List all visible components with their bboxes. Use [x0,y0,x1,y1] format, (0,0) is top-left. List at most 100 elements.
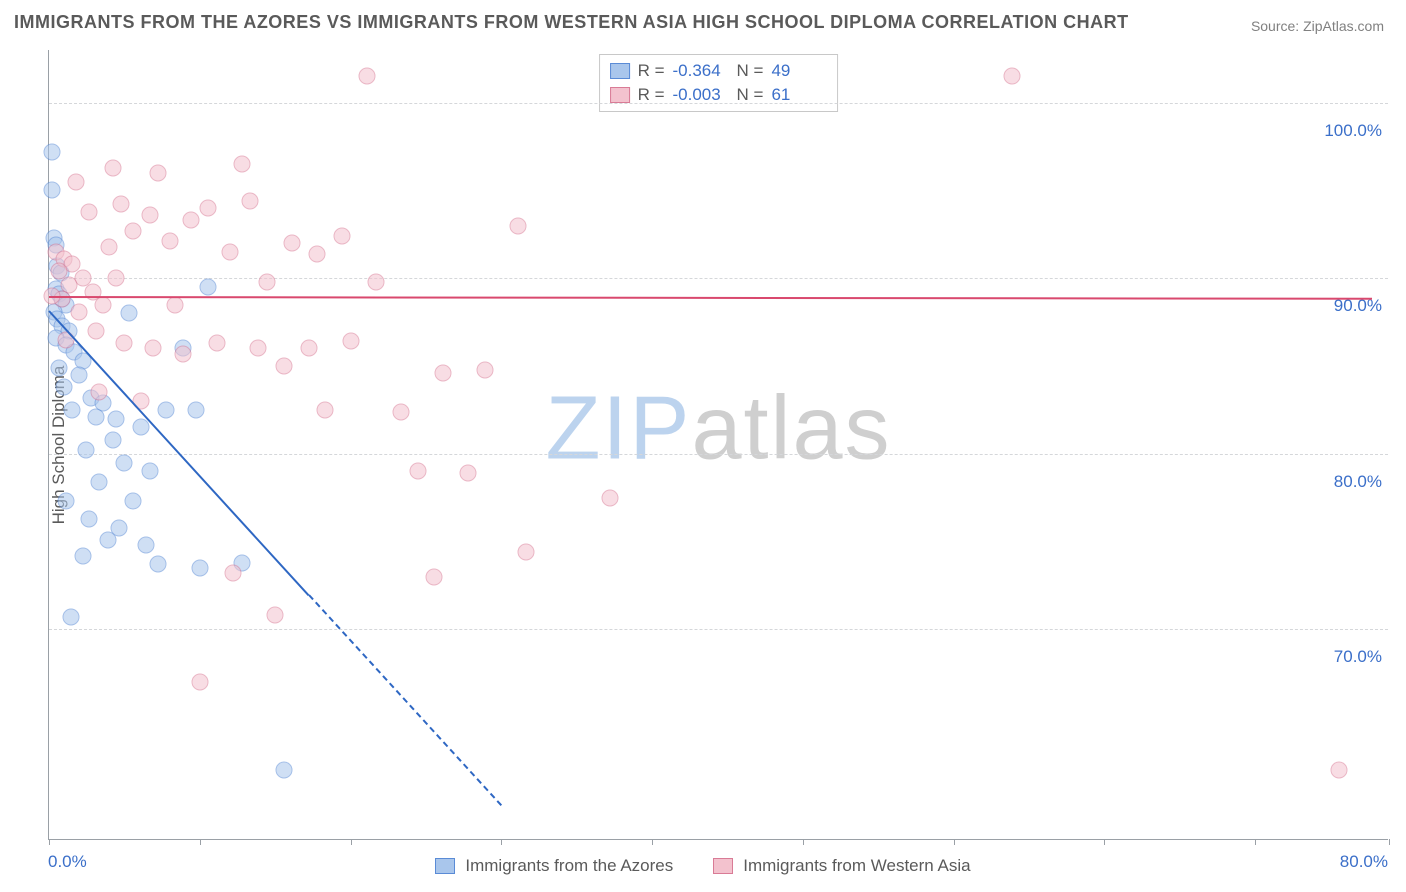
data-point [87,408,104,425]
data-point [191,674,208,691]
watermark: ZIPatlas [545,377,891,480]
data-point [51,359,68,376]
x-tick-mark [501,839,502,845]
data-point [225,565,242,582]
data-point [191,559,208,576]
legend-r-value: -0.364 [673,61,729,81]
data-point [434,365,451,382]
data-point [158,401,175,418]
data-point [116,335,133,352]
data-point [81,510,98,527]
data-point [124,222,141,239]
watermark-zip: ZIP [545,378,691,478]
data-point [1004,68,1021,85]
data-point [141,207,158,224]
data-point [121,305,138,322]
x-tick-mark [803,839,804,845]
x-tick-mark [200,839,201,845]
data-point [200,279,217,296]
data-point [144,340,161,357]
x-tick-end: 80.0% [1340,852,1388,872]
data-point [71,366,88,383]
x-tick-mark [1255,839,1256,845]
data-point [367,273,384,290]
data-point [183,212,200,229]
data-point [518,544,535,561]
data-point [602,489,619,506]
data-point [87,322,104,339]
legend-r-label: R = [638,61,665,81]
legend-row: R = -0.364 N = 49 [610,59,828,83]
data-point [166,296,183,313]
data-point [161,233,178,250]
data-point [392,403,409,420]
data-point [258,273,275,290]
data-point [91,384,108,401]
data-point [200,200,217,217]
data-point [275,358,292,375]
data-point [81,203,98,220]
data-point [104,159,121,176]
data-point [77,442,94,459]
gridline [49,454,1388,455]
data-point [133,419,150,436]
data-point [510,217,527,234]
data-point [334,228,351,245]
data-point [101,238,118,255]
x-tick-mark [49,839,50,845]
data-point [91,473,108,490]
x-tick-mark [351,839,352,845]
x-tick-mark [652,839,653,845]
legend-n-value: 49 [771,61,827,81]
data-point [267,607,284,624]
x-tick-mark [1389,839,1390,845]
data-point [44,143,61,160]
data-point [64,401,81,418]
data-point [426,568,443,585]
data-point [300,340,317,357]
data-point [108,270,125,287]
x-tick-start: 0.0% [48,852,87,872]
legend-swatch [610,87,630,103]
data-point [113,196,130,213]
data-point [138,537,155,554]
data-point [309,245,326,262]
data-point [242,192,259,209]
data-point [108,410,125,427]
data-point [74,547,91,564]
trend-line [308,595,502,807]
data-point [1330,761,1347,778]
data-point [317,401,334,418]
data-point [250,340,267,357]
trend-line [49,296,1372,300]
data-point [104,431,121,448]
gridline [49,278,1388,279]
data-point [275,761,292,778]
data-point [149,164,166,181]
data-point [342,333,359,350]
data-point [208,335,225,352]
data-point [99,531,116,548]
gridline [49,629,1388,630]
data-point [188,401,205,418]
legend-n-label: N = [737,61,764,81]
x-tick-mark [1104,839,1105,845]
data-point [44,182,61,199]
data-point [459,465,476,482]
data-point [124,493,141,510]
data-point [71,303,88,320]
x-axis-labels: 0.0% 80.0% [48,852,1388,874]
data-point [175,345,192,362]
scatter-plot: High School Diploma R = -0.364 N = 49 R … [48,50,1388,840]
data-point [67,173,84,190]
gridline [49,103,1388,104]
data-point [94,296,111,313]
data-point [233,156,250,173]
data-point [409,463,426,480]
watermark-atlas: atlas [691,378,891,478]
data-point [476,361,493,378]
data-point [141,463,158,480]
legend-swatch [610,63,630,79]
data-point [62,609,79,626]
data-point [359,68,376,85]
